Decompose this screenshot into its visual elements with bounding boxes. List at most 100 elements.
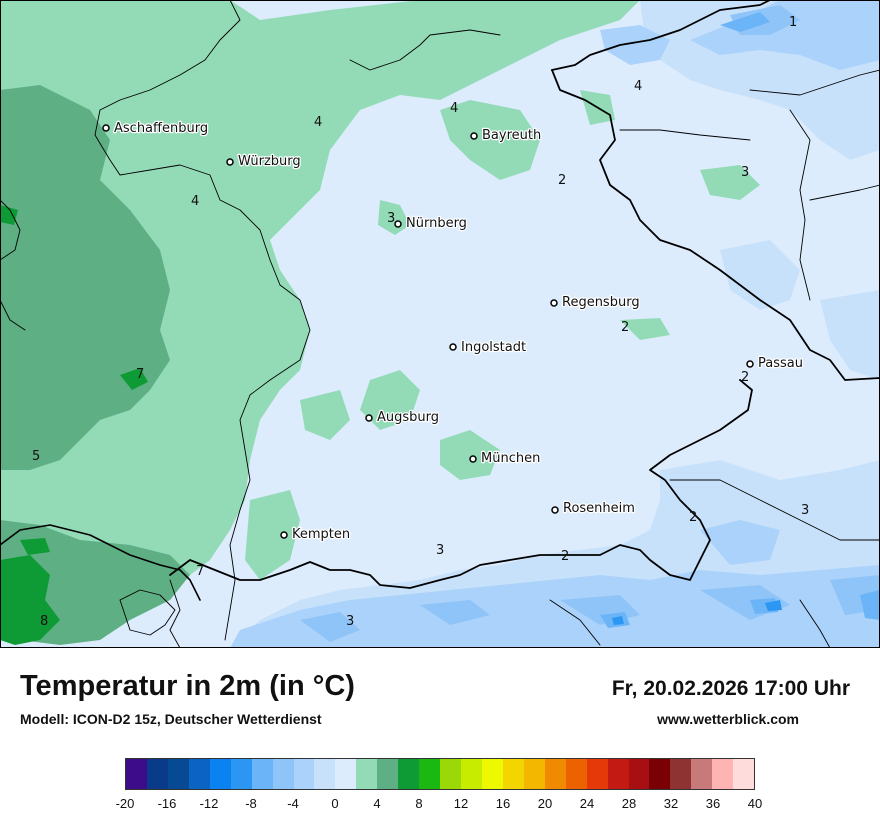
- temp-label: 7: [136, 367, 144, 382]
- scale-tick-label: -12: [199, 796, 219, 811]
- scale-tick-label: 12: [453, 796, 469, 811]
- cities: Aschaffenburg Würzburg Bayreuth Nürnberg…: [102, 120, 804, 543]
- scale-swatch: [565, 759, 587, 789]
- scale-tick-label: 40: [747, 796, 763, 811]
- scale-swatch: [167, 759, 189, 789]
- city-aschaffenburg[interactable]: Aschaffenburg: [102, 120, 209, 137]
- field-blue-m6: [600, 12, 880, 628]
- model-credit: Modell: ICON-D2 15z, Deutscher Wetterdie…: [20, 711, 322, 727]
- scale-tick-label: 32: [663, 796, 679, 811]
- temp-label: 2: [561, 549, 569, 564]
- color-scale-bar: [125, 758, 755, 790]
- scale-swatch: [188, 759, 210, 789]
- temp-label: 3: [436, 543, 444, 558]
- scale-swatch: [209, 759, 231, 789]
- scale-tick-label: 4: [373, 796, 381, 811]
- bavaria-border: [169, 69, 880, 589]
- city-augsburg[interactable]: Augsburg: [365, 409, 440, 426]
- temp-label: 4: [191, 194, 199, 209]
- scale-swatch: [272, 759, 294, 789]
- website-link[interactable]: www.wetterblick.com: [657, 711, 799, 727]
- scale-swatch: [586, 759, 608, 789]
- scale-swatch: [523, 759, 545, 789]
- svg-text:Kempten: Kempten: [292, 527, 350, 542]
- city-muenchen[interactable]: München: [469, 450, 542, 467]
- scale-swatch: [733, 759, 755, 789]
- city-passau[interactable]: Passau: [746, 355, 804, 372]
- scale-swatch: [293, 759, 315, 789]
- scale-swatch: [628, 759, 650, 789]
- scale-tick-label: -8: [245, 796, 257, 811]
- svg-text:Passau: Passau: [758, 356, 803, 371]
- temperature-map: Aschaffenburg Würzburg Bayreuth Nürnberg…: [0, 0, 880, 648]
- scale-tick-label: -16: [157, 796, 177, 811]
- scale-swatch: [314, 759, 336, 789]
- scale-swatch: [461, 759, 482, 789]
- city-ingolstadt[interactable]: Ingolstadt: [449, 339, 527, 356]
- scale-swatch: [440, 759, 461, 789]
- scale-swatch: [251, 759, 273, 789]
- scale-swatch: [649, 759, 671, 789]
- scale-swatch: [502, 759, 524, 789]
- bavaria-west-border: [94, 0, 311, 641]
- temp-label: 3: [801, 503, 809, 518]
- temp-label: 5: [32, 449, 40, 464]
- temp-label: 4: [634, 79, 642, 94]
- svg-text:Nürnberg: Nürnberg: [406, 216, 467, 231]
- field-green-8: [0, 205, 148, 645]
- temp-label: 2: [689, 510, 697, 525]
- temp-label: 4: [314, 115, 322, 130]
- temp-label: 4: [450, 101, 458, 116]
- scale-tick-label: 28: [621, 796, 637, 811]
- scale-tick-label: 20: [537, 796, 553, 811]
- svg-text:Ingolstadt: Ingolstadt: [461, 340, 526, 355]
- scale-swatch: [607, 759, 629, 789]
- temp-label: 3: [741, 165, 749, 180]
- scale-swatch: [230, 759, 252, 789]
- temp-label: 2: [621, 320, 629, 335]
- city-regensburg[interactable]: Regensburg: [550, 294, 641, 311]
- field-blue-m8: [612, 600, 782, 625]
- city-kempten[interactable]: Kempten: [280, 526, 351, 543]
- svg-text:Bayreuth: Bayreuth: [482, 128, 541, 143]
- scale-tick-label: 0: [331, 796, 339, 811]
- temp-label: 3: [387, 211, 395, 226]
- svg-text:Regensburg: Regensburg: [562, 295, 640, 310]
- scale-tick-label: -4: [287, 796, 299, 811]
- scale-tick-label: 8: [415, 796, 423, 811]
- temp-label: 2: [558, 173, 566, 188]
- svg-text:Aschaffenburg: Aschaffenburg: [114, 121, 208, 136]
- svg-text:Würzburg: Würzburg: [238, 154, 301, 169]
- temperature-labels: 1 4 4 4 4 3 2 3 2 7 2 5 2 3 2 3 7 8 3: [32, 15, 809, 629]
- svg-text:Rosenheim: Rosenheim: [563, 501, 635, 516]
- temp-label: 7: [196, 564, 204, 579]
- temp-label: 2: [741, 370, 749, 385]
- color-scale-ticks: -20 -16 -12 -8 -4 0 4 8 12 16 20 24 28 32 36 40: [116, 796, 763, 816]
- scale-tick-label: 36: [705, 796, 721, 811]
- scale-swatch: [146, 759, 168, 789]
- field-blue-m2: [230, 0, 880, 648]
- scale-swatch: [398, 759, 420, 789]
- city-bayreuth[interactable]: Bayreuth: [470, 127, 542, 144]
- scale-swatch: [377, 759, 399, 789]
- scale-swatch: [544, 759, 566, 789]
- scale-swatch: [356, 759, 378, 789]
- city-nuernberg[interactable]: Nürnberg: [394, 215, 468, 232]
- scale-tick-label: 24: [579, 796, 595, 811]
- field-green-4: [0, 0, 760, 580]
- country-border-cz: [551, 0, 771, 71]
- city-wuerzburg[interactable]: Würzburg: [226, 153, 302, 170]
- scale-swatch: [335, 759, 357, 789]
- temp-label: 8: [40, 614, 48, 629]
- city-rosenheim[interactable]: Rosenheim: [551, 500, 636, 517]
- scale-swatch: [712, 759, 734, 789]
- map-title: Temperatur in 2m (in °C): [20, 670, 355, 702]
- forecast-datetime: Fr, 20.02.2026 17:00 Uhr: [611, 677, 850, 700]
- scale-swatch: [691, 759, 713, 789]
- scale-tick-label: 16: [495, 796, 511, 811]
- temp-label: 3: [346, 614, 354, 629]
- borders: [0, 0, 880, 648]
- svg-text:Augsburg: Augsburg: [377, 410, 439, 425]
- svg-text:München: München: [481, 451, 540, 466]
- scale-swatch: [126, 759, 147, 789]
